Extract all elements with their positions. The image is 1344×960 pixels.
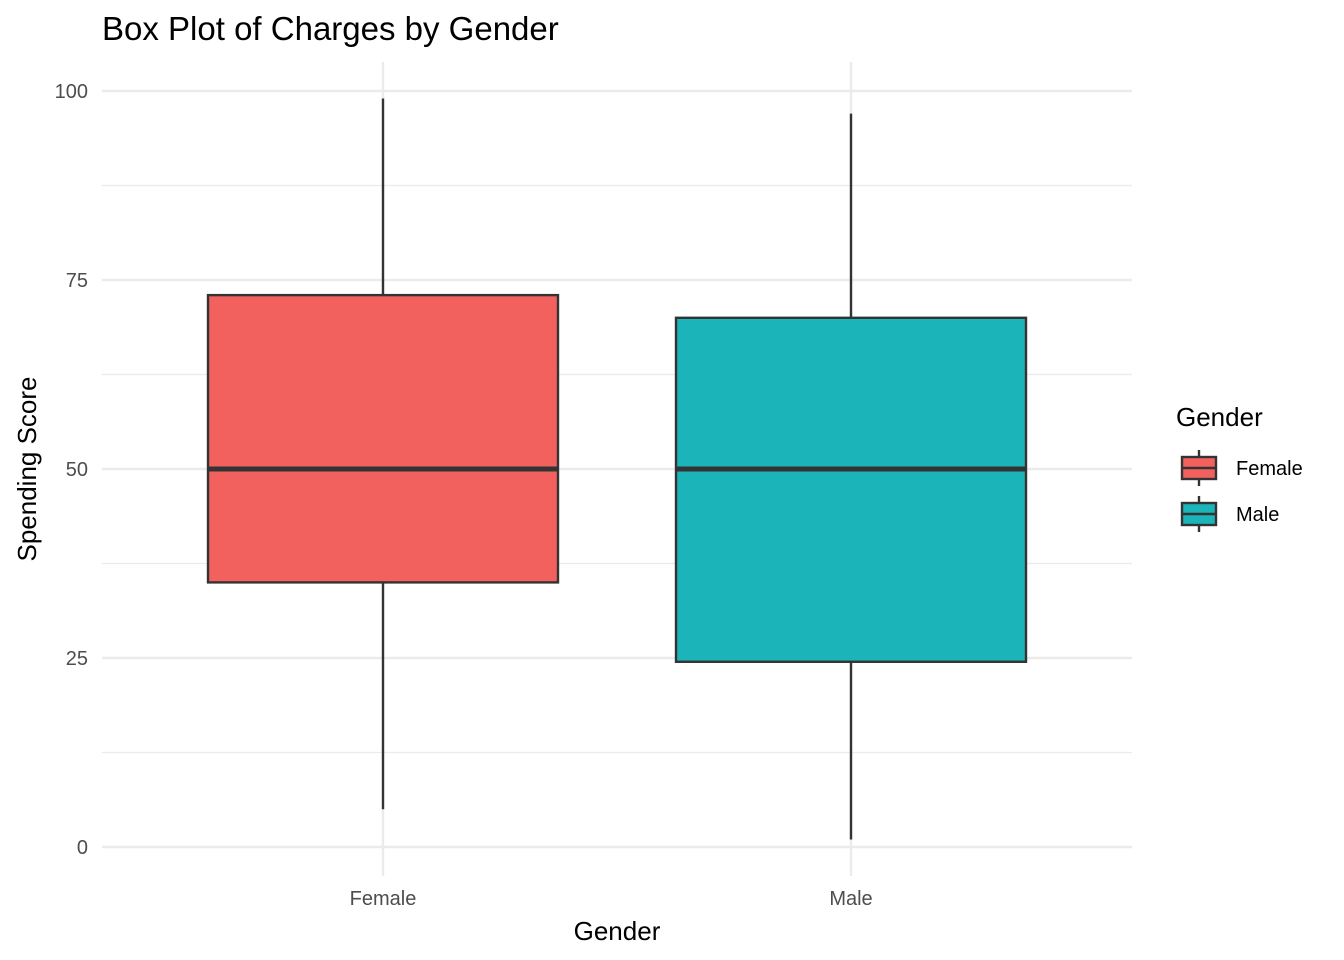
y-axis-title: Spending Score [12,376,42,561]
box-plots [206,98,1028,840]
chart-title: Box Plot of Charges by Gender [102,10,559,47]
y-tick-label: 0 [77,837,88,859]
legend-label: Female [1236,458,1303,480]
x-tick-label: Female [350,888,417,910]
x-axis-ticks: Female Male [350,888,873,910]
box-male [674,316,1028,663]
box-female [206,293,560,584]
x-axis-title: Gender [574,916,661,946]
y-tick-label: 75 [66,270,88,292]
legend-label: Male [1236,504,1279,526]
y-tick-label: 25 [66,648,88,670]
y-tick-label: 100 [55,81,88,103]
legend: Gender Female Male [1176,402,1303,532]
y-tick-label: 50 [66,459,88,481]
y-axis-ticks: 0 25 50 75 100 [55,81,88,859]
x-tick-label: Male [829,888,872,910]
legend-title: Gender [1176,402,1263,432]
